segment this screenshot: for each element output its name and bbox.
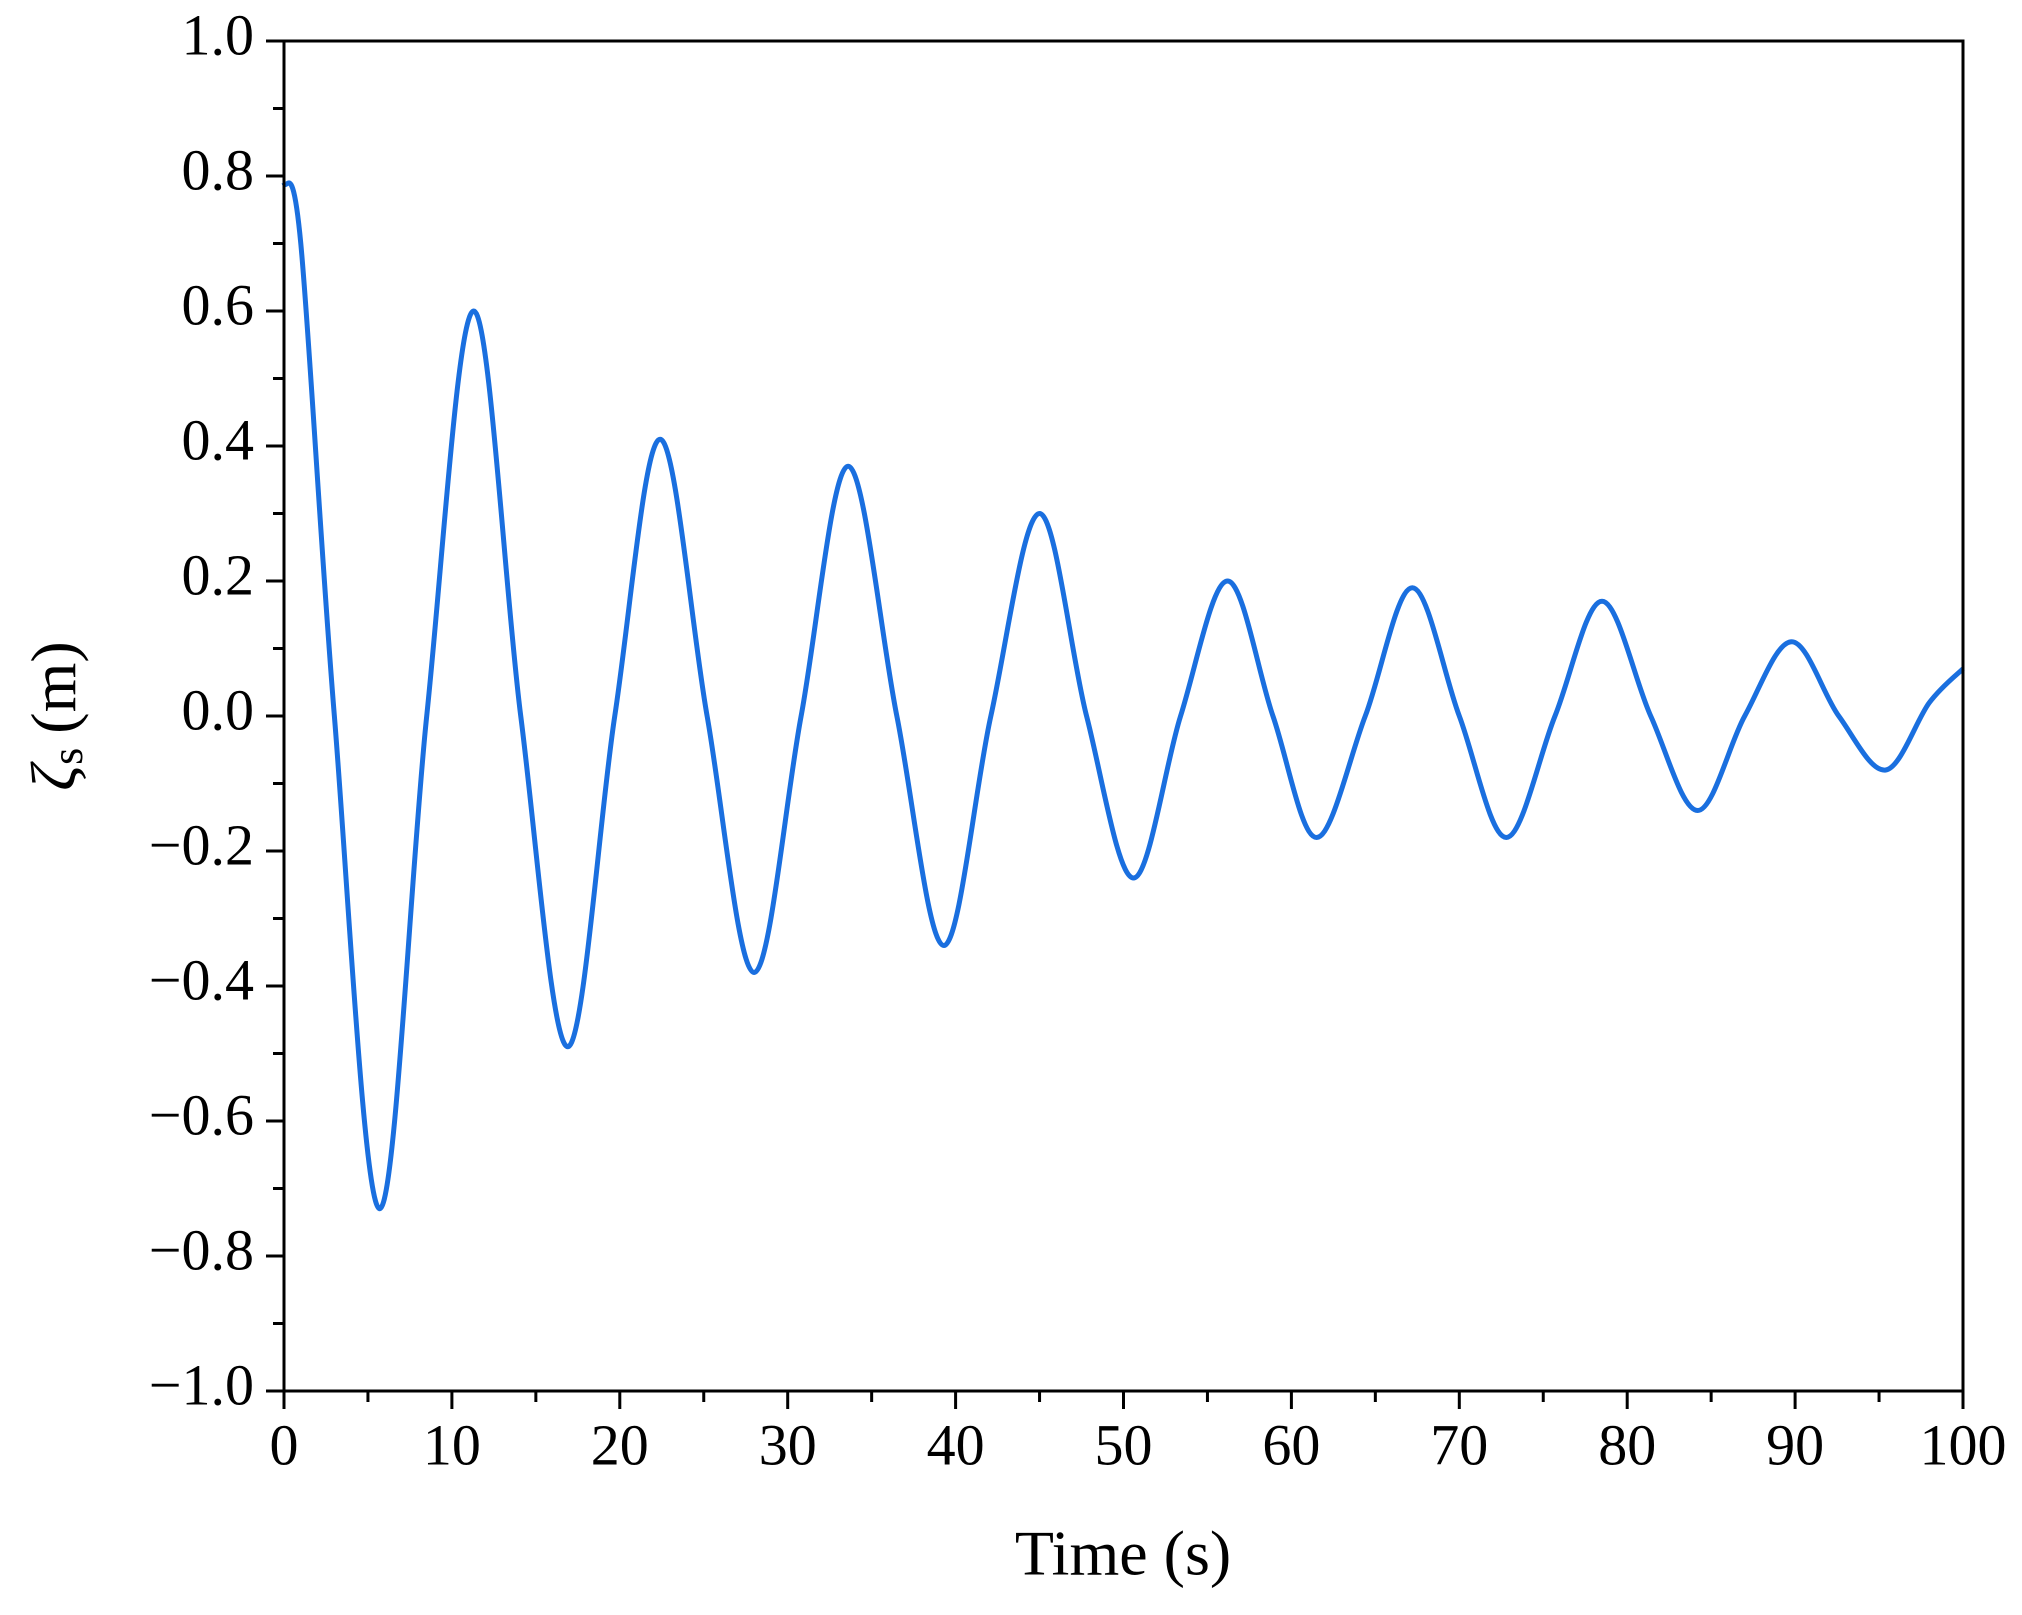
y-tick-label: 1.0 [182, 2, 255, 67]
data-line [281, 180, 1965, 1212]
y-tick-label: 0.0 [182, 677, 255, 742]
x-tick-label: 90 [1766, 1412, 1824, 1477]
x-tick-label: 80 [1598, 1412, 1656, 1477]
x-tick-label: 0 [270, 1412, 299, 1477]
y-tick-label: 0.4 [182, 407, 255, 472]
x-tick-label: 50 [1095, 1412, 1153, 1477]
x-axis-title: Time (s) [1015, 1518, 1231, 1589]
y-tick-label: −0.6 [149, 1082, 254, 1147]
y-tick-label: 0.8 [182, 137, 255, 202]
x-tick-label: 20 [591, 1412, 649, 1477]
y-tick-label: −0.2 [149, 812, 254, 877]
y-title-symbol: ζ [18, 761, 89, 791]
x-tick-label: 10 [423, 1412, 481, 1477]
x-tick-label: 40 [927, 1412, 985, 1477]
y-tick-label: 0.6 [182, 272, 255, 337]
y-title-unit: (m) [18, 641, 89, 733]
x-tick-label: 60 [1262, 1412, 1320, 1477]
plot-frame [282, 39, 1965, 1393]
y-tick-label: −0.4 [149, 947, 254, 1012]
y-axis-title: ζs (m) [18, 641, 92, 790]
y-tick-label: 0.2 [182, 542, 255, 607]
x-tick-label: 100 [1920, 1412, 2007, 1477]
y-tick-label: −1.0 [149, 1352, 254, 1417]
y-title-subscript: s [43, 748, 92, 765]
y-tick-label: −0.8 [149, 1217, 254, 1282]
x-tick-label: 70 [1430, 1412, 1488, 1477]
x-tick-label: 30 [759, 1412, 817, 1477]
